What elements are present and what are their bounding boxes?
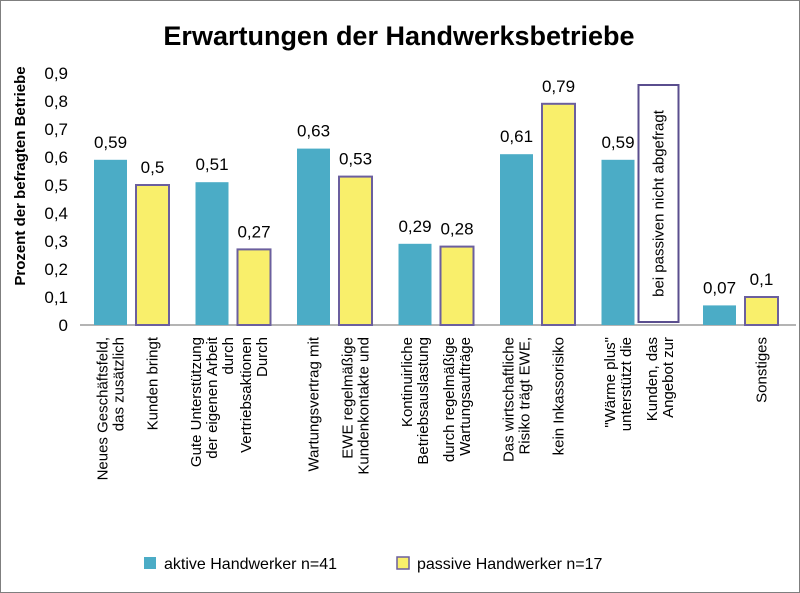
category-label: Kunden bringt <box>145 336 162 430</box>
category-label: Wartungsaufträge <box>457 337 474 456</box>
category-label: der eigenen Arbeit <box>204 336 221 459</box>
category-label: Neues Geschäftsfeld, <box>95 337 112 480</box>
bar-aktive <box>500 154 533 325</box>
category-label: Kundenkontakte und <box>356 337 373 475</box>
y-tick-label: 0,7 <box>44 120 68 139</box>
category-labels: Neues Geschäftsfeld, das zusätzlich Kunden… <box>95 336 771 480</box>
data-label: 0,07 <box>703 278 736 297</box>
data-label: 0,1 <box>750 270 774 289</box>
category-label: Durch <box>254 337 271 377</box>
data-label: 0,53 <box>339 150 372 169</box>
bars: 0,59 0,51 0,63 0,29 0,61 0,59 0,07 0,5 0,27 0,53 0… <box>94 77 779 327</box>
category-label: Das wirtschaftliche <box>501 337 518 462</box>
category-label: durch <box>220 337 237 375</box>
category-label: durch regelmäßige <box>441 337 458 462</box>
data-label: 0,29 <box>398 217 431 236</box>
bar-passive <box>338 175 373 326</box>
category-label: unterstützt die <box>618 337 635 431</box>
bar-passive <box>135 184 170 326</box>
data-label: 0,51 <box>195 155 228 174</box>
y-axis-ticks: 0 0,1 0,2 0,3 0,4 0,5 0,6 0,7 0,8 0,9 <box>44 64 68 335</box>
data-label: 0,59 <box>601 133 634 152</box>
legend-swatch <box>396 556 410 570</box>
data-label: 0,27 <box>237 222 270 241</box>
category-label: Betriebsauslastung <box>415 337 432 465</box>
bar-aktive <box>398 243 432 325</box>
category-label: das zusätzlich <box>111 337 128 431</box>
data-label: 0,63 <box>297 122 330 141</box>
annotation-box <box>637 84 680 323</box>
category-label: EWE regelmäßige <box>340 337 357 459</box>
y-tick-label: 0,8 <box>44 92 68 111</box>
bar-aktive <box>703 305 736 325</box>
bar-aktive <box>94 159 127 325</box>
legend-label: passive Handwerker n=17 <box>417 556 603 573</box>
category-label: Wartungsvertrag mit <box>306 336 323 471</box>
bar-passive <box>236 248 272 326</box>
y-tick-label: 0,5 <box>44 176 68 195</box>
category-label: Sonstiges <box>754 337 771 403</box>
y-tick-label: 0,4 <box>44 204 68 223</box>
y-tick-label: 0,1 <box>44 288 68 307</box>
category-label: Kunden, das <box>644 337 661 421</box>
y-tick-label: 0 <box>59 316 68 335</box>
bar-aktive <box>297 148 330 325</box>
y-tick-label: 0,3 <box>44 232 68 251</box>
legend-label: aktive Handwerker n=41 <box>164 556 337 573</box>
data-label: 0,61 <box>500 127 533 146</box>
data-label: 0,5 <box>141 158 165 177</box>
legend-swatch <box>144 557 156 569</box>
legend: aktive Handwerker n=41 passive Handwerker… <box>144 556 603 573</box>
y-tick-label: 0,6 <box>44 148 68 167</box>
y-tick-label: 0,9 <box>44 64 68 83</box>
bar-passive <box>744 296 779 326</box>
category-label: Gute Unterstützung <box>188 337 205 467</box>
bar-aktive <box>195 182 229 325</box>
bar-passive <box>439 245 475 327</box>
category-label: Kontinuirliche <box>399 337 416 427</box>
y-tick-label: 0,2 <box>44 260 68 279</box>
category-label: kein Inkassorisiko <box>551 337 568 455</box>
y-axis-label: Prozent der befragten Betriebe <box>12 66 29 285</box>
data-label: 0,28 <box>440 220 473 239</box>
category-label: Vertriebsaktionen <box>238 337 255 453</box>
bar-passive <box>541 102 576 326</box>
data-label: 0,59 <box>94 133 127 152</box>
category-label: Risiko trägt EWE, <box>517 337 534 455</box>
category-label: "Wärme plus" <box>602 337 619 428</box>
annotation-text: bei passiven nicht abgefragt <box>651 109 668 297</box>
category-label: Angebot zur <box>660 337 677 418</box>
data-label: 0,79 <box>542 77 575 96</box>
bar-aktive <box>601 159 635 325</box>
chart-title: Erwartungen der Handwerksbetriebe <box>163 21 634 51</box>
